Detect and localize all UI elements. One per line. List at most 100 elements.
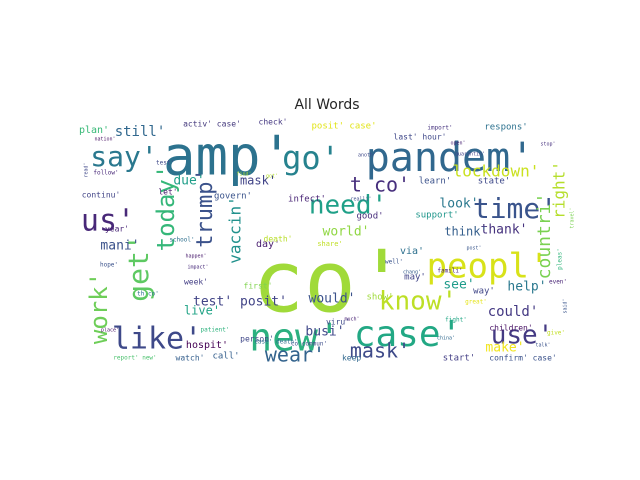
- word-80: famili': [437, 268, 462, 275]
- word-69: let': [158, 188, 177, 197]
- word-40: busi': [305, 325, 344, 340]
- word-63: learn': [419, 177, 452, 187]
- word-66: week': [184, 278, 208, 287]
- chart-title: All Words: [294, 97, 359, 113]
- word-102: anoth': [358, 153, 376, 159]
- word-70: viru': [326, 318, 350, 327]
- word-37: could': [488, 304, 539, 320]
- word-24: world': [323, 225, 370, 240]
- word-105: read': [84, 162, 90, 177]
- word-1: amp': [163, 125, 293, 188]
- word-56: keep': [342, 354, 366, 363]
- word-107: china': [437, 336, 455, 342]
- word-52: call': [212, 352, 239, 362]
- word-17: trump': [193, 168, 218, 247]
- word-59: show': [366, 293, 393, 303]
- word-33: think': [444, 225, 487, 239]
- word-93: chang': [403, 270, 421, 276]
- word-45: state': [478, 177, 511, 187]
- word-23: right': [550, 161, 569, 219]
- word-27: still': [115, 124, 166, 140]
- word-103: open': [450, 141, 465, 147]
- word-22: countri': [534, 193, 555, 280]
- word-95: find': [236, 172, 251, 178]
- word-74: import': [427, 125, 452, 132]
- word-44: respons': [484, 123, 527, 133]
- word-71: person': [240, 335, 274, 344]
- word-43: posit' case': [311, 122, 376, 132]
- word-53: start': [443, 354, 476, 364]
- word-39: would': [309, 292, 356, 307]
- word-96: give': [547, 330, 565, 337]
- word-11: like': [112, 322, 202, 357]
- word-21: lockdown': [453, 162, 540, 181]
- word-0: co': [252, 232, 407, 332]
- word-50: infect': [288, 195, 326, 205]
- word-32: thank': [481, 223, 528, 238]
- word-104: quarantin': [455, 152, 485, 158]
- word-101: co commun': [291, 341, 327, 348]
- word-31: look': [439, 197, 478, 212]
- word-109: well': [385, 259, 403, 266]
- word-18: wear': [265, 343, 325, 367]
- word-16: today': [152, 165, 180, 252]
- word-58: way': [473, 287, 495, 297]
- word-98: said': [563, 298, 569, 313]
- word-90: travel': [570, 207, 576, 228]
- word-99: got': [266, 174, 278, 180]
- word-46: plan': [79, 125, 109, 136]
- word-5: peopl': [427, 247, 550, 287]
- word-25: vaccin': [226, 196, 245, 263]
- word-92: even': [549, 279, 567, 286]
- word-49: govern': [214, 192, 252, 202]
- word-106: place': [101, 328, 119, 334]
- word-15: work': [85, 272, 113, 344]
- word-85: great': [465, 299, 487, 306]
- word-68: year': [105, 225, 129, 234]
- word-51: hospit': [186, 340, 228, 351]
- word-36: help': [507, 280, 546, 295]
- word-89: impact': [187, 265, 208, 271]
- word-26: test' posit': [193, 295, 287, 310]
- word-12: use': [491, 321, 554, 351]
- word-7: time': [473, 192, 557, 225]
- word-57: children': [489, 324, 532, 333]
- word-94: post': [466, 246, 481, 252]
- word-78: school': [169, 237, 194, 244]
- word-48: check': [259, 118, 288, 127]
- word-3: new': [249, 316, 341, 360]
- word-100: much': [344, 317, 359, 323]
- word-88: happen': [185, 254, 206, 260]
- word-81: realli': [350, 197, 371, 203]
- word-8: need': [309, 191, 387, 221]
- word-4: case': [354, 314, 462, 355]
- word-54: confirm' case': [489, 354, 556, 363]
- word-cloud: co' amp' pandem' new' case' peopl'know' time' n…: [79, 118, 576, 367]
- word-82: patient': [201, 327, 230, 334]
- word-97: talk': [535, 343, 550, 349]
- word-34: via': [400, 246, 424, 257]
- word-67: first': [244, 282, 273, 291]
- word-73: share': [317, 240, 342, 248]
- word-35: see': [443, 278, 474, 293]
- word-91: pleas': [557, 248, 564, 270]
- word-41: live': [184, 304, 220, 318]
- word-108: case' death': [254, 339, 297, 346]
- word-19: mask': [350, 339, 410, 363]
- word-65: continu': [82, 191, 121, 200]
- word-30: mask': [240, 174, 276, 188]
- word-62: support': [415, 211, 458, 221]
- word-72: death': [264, 235, 293, 244]
- word-55: watch': [176, 354, 205, 363]
- word-9: go': [282, 139, 340, 177]
- word-60: may': [404, 273, 426, 283]
- word-28: mani': [100, 239, 139, 254]
- word-84: fight': [445, 317, 467, 324]
- word-20: t co': [350, 173, 410, 197]
- word-75: test': [156, 160, 174, 167]
- word-6: know': [379, 287, 457, 317]
- word-29: due': [173, 174, 204, 189]
- word-77: nation': [94, 137, 115, 143]
